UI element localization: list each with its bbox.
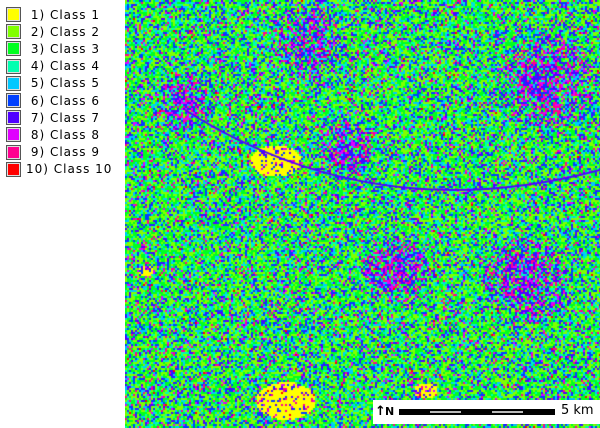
legend-label: 1) Class 1	[26, 7, 100, 22]
legend: 1) Class 1 2) Class 2 3) Class 3 4) Clas…	[0, 0, 125, 428]
legend-swatch	[6, 110, 21, 126]
legend-swatch	[6, 161, 21, 177]
legend-swatch	[6, 7, 21, 22]
legend-label: 4) Class 4	[26, 59, 100, 74]
legend-item: 10) Class 10	[6, 161, 126, 178]
scale-label: 5 km	[561, 403, 594, 418]
legend-item: 7) Class 7	[6, 109, 126, 126]
legend-label: 6) Class 6	[26, 93, 100, 108]
legend-item: 9) Class 9	[6, 144, 126, 161]
legend-swatch	[6, 41, 21, 57]
legend-label: 9) Class 9	[26, 145, 100, 160]
legend-item: 3) Class 3	[6, 40, 126, 57]
legend-item: 4) Class 4	[6, 58, 126, 75]
legend-swatch	[6, 127, 21, 143]
classified-map[interactable]	[125, 0, 600, 428]
legend-item: 1) Class 1	[6, 6, 126, 23]
legend-swatch	[6, 24, 21, 40]
legend-swatch	[6, 75, 21, 91]
legend-label: 10) Class 10	[26, 162, 113, 177]
legend-item: 6) Class 6	[6, 92, 126, 109]
scale-bar: ↑ N 5 km	[373, 400, 600, 424]
legend-label: 7) Class 7	[26, 110, 100, 125]
legend-swatch	[6, 144, 21, 160]
legend-item: 5) Class 5	[6, 75, 126, 92]
legend-label: 5) Class 5	[26, 76, 100, 91]
legend-item: 8) Class 8	[6, 126, 126, 143]
legend-swatch	[6, 93, 21, 108]
legend-item: 2) Class 2	[6, 23, 126, 40]
legend-label: 2) Class 2	[26, 24, 100, 39]
legend-swatch	[6, 58, 21, 74]
scale-bar-line	[399, 409, 555, 415]
north-arrow-icon: ↑	[375, 404, 386, 419]
legend-label: 8) Class 8	[26, 127, 100, 142]
legend-label: 3) Class 3	[26, 41, 100, 56]
north-label: N	[385, 405, 395, 418]
